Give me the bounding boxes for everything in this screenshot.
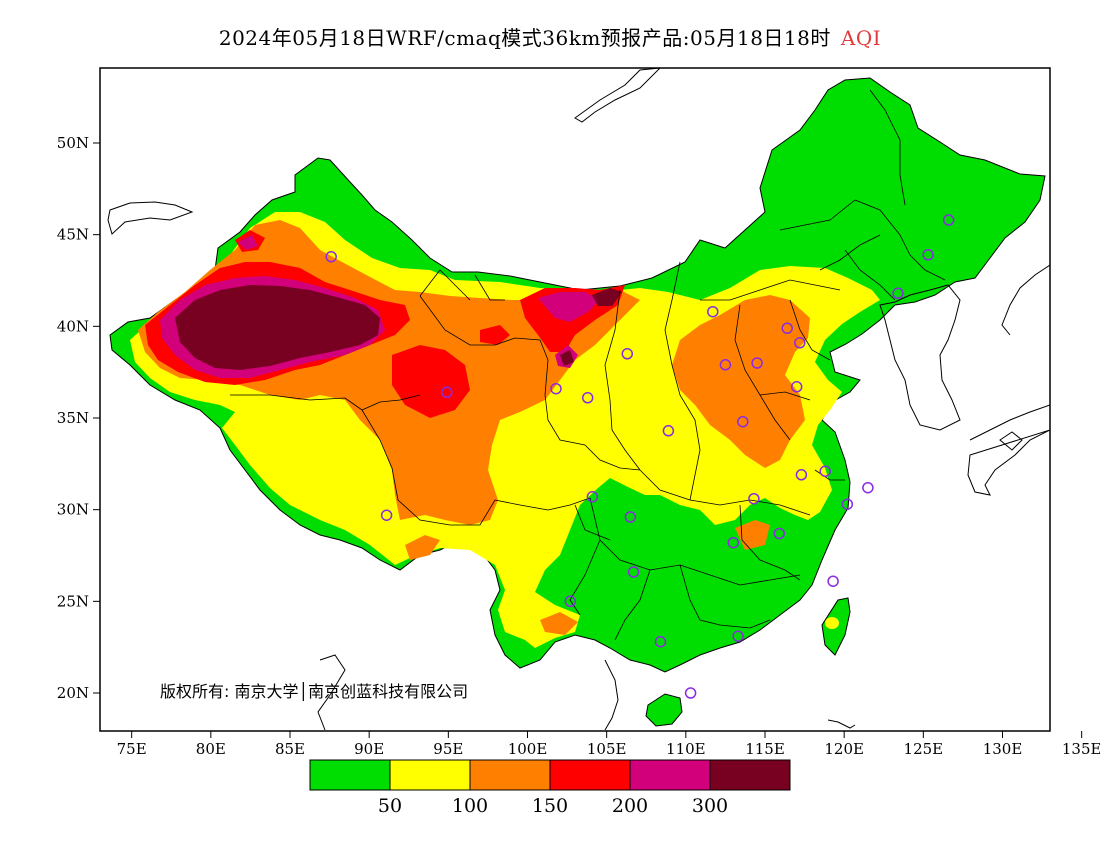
copyright-text: 版权所有: 南京大学│南京创蓝科技有限公司 (160, 681, 468, 701)
station-marker (325, 250, 337, 263)
title-main: 2024年05月18日WRF/cmaq模式36km预报产品:05月18日18时 (218, 26, 831, 50)
station-marker (586, 491, 599, 503)
aqi-zone-hazardous (175, 285, 380, 370)
station-marker (827, 575, 839, 587)
station-marker (662, 425, 675, 437)
aqi-colorbar: 50 100 150 200 300 (309, 759, 791, 817)
station-marker (732, 630, 744, 642)
colorbar-swatch (629, 759, 711, 791)
station-marker (892, 287, 904, 300)
station-marker (781, 322, 793, 334)
lat-tick-label: 35N (57, 409, 89, 427)
province-boundaries (230, 89, 946, 641)
lon-tick-label: 120E (824, 740, 864, 758)
station-marker (794, 337, 806, 349)
colorbar-swatch (549, 759, 631, 791)
station-marker (581, 392, 594, 404)
lon-tick-label: 115E (745, 740, 785, 758)
lon-tick-label: 95E (433, 740, 463, 758)
station-marker (550, 382, 562, 395)
station-marker (819, 465, 831, 477)
station-markers (325, 214, 955, 699)
colorbar-label: 150 (532, 795, 568, 817)
station-marker (841, 498, 854, 510)
station-marker (441, 386, 453, 399)
station-marker (773, 527, 786, 540)
colorbar-swatch (389, 759, 471, 791)
aqi-zone-unhealthy-sensitive-east (672, 295, 810, 468)
colorbar-label: 50 (378, 795, 402, 817)
lat-tick-label: 40N (57, 317, 89, 335)
lon-tick-label: 135E (1062, 740, 1100, 758)
lon-tick-label: 125E (904, 740, 944, 758)
station-marker (380, 509, 393, 521)
station-marker (922, 249, 934, 261)
latitude-axis: 50N 45N 40N 35N 30N 25N 20N (57, 134, 100, 702)
lat-tick-label: 20N (57, 684, 89, 702)
station-marker (564, 595, 577, 608)
map-title: 2024年05月18日WRF/cmaq模式36km预报产品:05月18日18时 A… (0, 22, 1100, 51)
station-marker (862, 481, 874, 494)
lon-tick-label: 90E (354, 740, 384, 758)
station-marker (795, 469, 808, 481)
station-marker (624, 511, 637, 523)
lon-tick-label: 105E (587, 740, 627, 758)
neighbor-coastlines (107, 68, 1050, 731)
map-frame (99, 67, 1051, 732)
station-marker (737, 415, 749, 428)
colorbar-label: 200 (612, 795, 648, 817)
station-marker (748, 492, 760, 505)
lon-tick-label: 80E (196, 740, 226, 758)
station-marker (751, 357, 763, 369)
station-marker (621, 348, 634, 360)
hainan-island (645, 693, 683, 727)
colorbar-label: 300 (692, 795, 728, 817)
station-marker (790, 381, 803, 393)
lon-tick-label: 100E (508, 740, 548, 758)
lat-tick-label: 30N (57, 501, 89, 519)
colorbar-swatch (309, 759, 391, 791)
longitude-axis: 75E 80E 85E 90E 95E 100E 105E 110E 115E 120E 125E 1… (117, 731, 1100, 758)
lat-tick-label: 45N (57, 226, 89, 244)
lon-tick-label: 110E (666, 740, 706, 758)
map-area: 版权所有: 南京大学│南京创蓝科技有限公司 (107, 68, 1050, 731)
colorbar-swatch (469, 759, 551, 791)
lat-tick-label: 50N (57, 134, 89, 152)
station-marker (654, 635, 667, 648)
station-marker (719, 359, 732, 371)
station-marker (684, 687, 697, 699)
lat-tick-label: 25N (57, 592, 89, 610)
lon-tick-label: 85E (275, 740, 305, 758)
station-marker (727, 536, 740, 549)
colorbar-swatch (709, 759, 791, 791)
title-variable: AQI (840, 26, 882, 50)
colorbar-label: 100 (452, 795, 488, 817)
station-marker (707, 305, 719, 318)
station-marker (942, 214, 955, 226)
lon-tick-label: 75E (117, 740, 147, 758)
station-marker (627, 566, 640, 578)
lon-tick-label: 130E (983, 740, 1023, 758)
